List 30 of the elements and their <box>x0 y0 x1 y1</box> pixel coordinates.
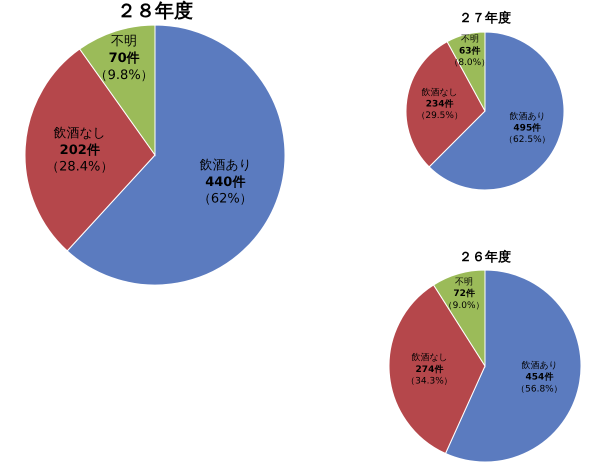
text: （9.0%） <box>444 300 485 311</box>
text: （29.5%） <box>416 111 463 122</box>
slice-label: 不明 <box>111 34 138 49</box>
data-label: 495件 <box>513 122 542 134</box>
text: （62.5%） <box>504 135 551 146</box>
text: （28.4%） <box>46 160 114 175</box>
data-label: 234件 <box>426 98 454 110</box>
data-label: 440件 <box>205 174 246 190</box>
slice-label: 不明 <box>460 34 479 45</box>
slice-label: 飲酒あり <box>509 110 546 122</box>
data-label: 70件 <box>108 50 140 66</box>
text: （9.8%） <box>94 68 154 83</box>
chart-title: ２８年度 <box>117 0 193 22</box>
data-label: 72件 <box>453 288 475 300</box>
text: （62%） <box>198 192 253 207</box>
text: （34.3%） <box>406 376 453 387</box>
text: （8.0%） <box>449 58 490 68</box>
slice-label: 不明 <box>455 276 474 288</box>
slice-label: 飲酒あり <box>521 360 558 372</box>
chart-title: ２７年度 <box>459 10 511 26</box>
text: （56.8%） <box>516 384 563 394</box>
slice-label: 飲酒なし <box>422 86 458 98</box>
slice-label: 飲酒あり <box>199 158 252 173</box>
data-label: 454件 <box>526 372 554 383</box>
data-label: 274件 <box>416 364 444 375</box>
data-label: 63件 <box>458 45 481 56</box>
chart-title: ２６年度 <box>459 249 511 265</box>
slice-label: 飲酒なし <box>411 352 448 364</box>
slice-label: 飲酒なし <box>54 126 106 141</box>
data-label: 202件 <box>60 142 100 158</box>
